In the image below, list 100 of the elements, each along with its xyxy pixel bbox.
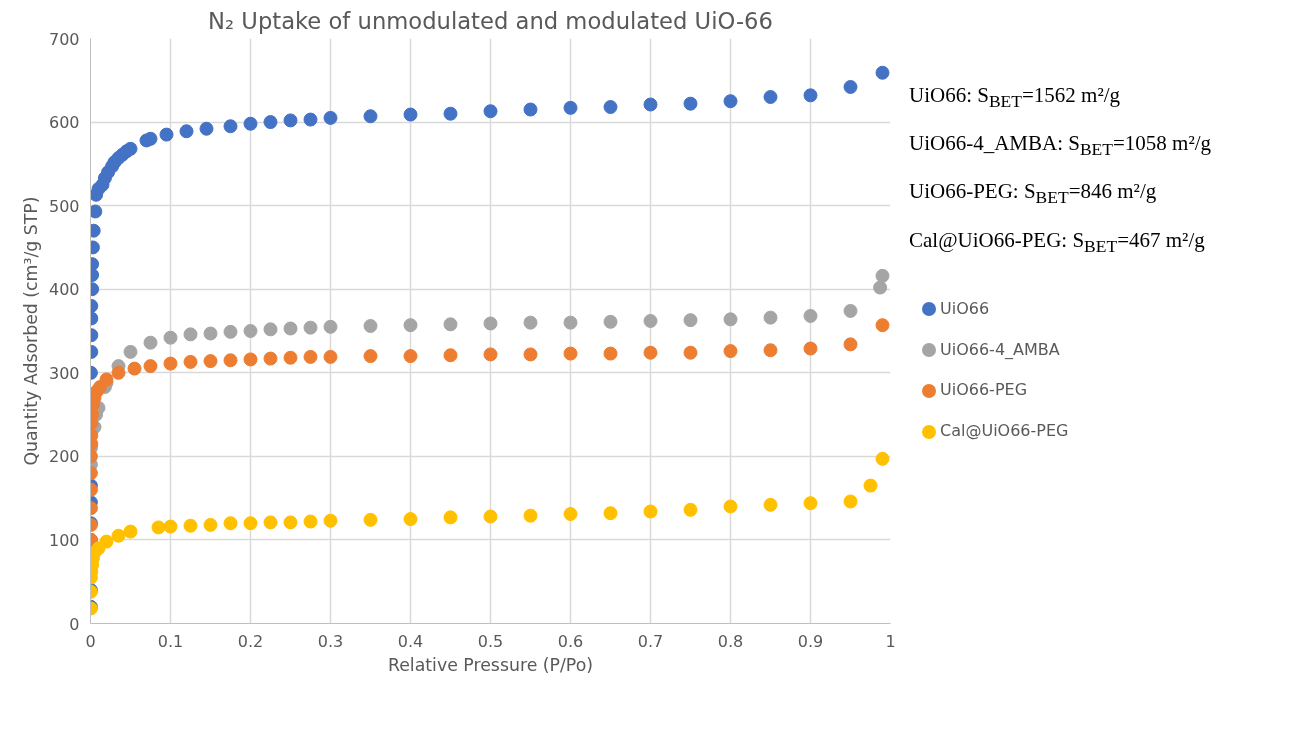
point — [523, 315, 538, 330]
x-tick-label: 0.4 — [397, 631, 424, 651]
point — [303, 349, 318, 364]
point — [843, 303, 858, 318]
text: UiO66-4_AMBA: S$_{BET}$=1058 m²/g — [909, 130, 1212, 162]
x-axis-title: Relative Pressure (P/Po) — [387, 654, 594, 675]
point — [863, 478, 878, 493]
point — [111, 528, 126, 543]
point — [363, 512, 378, 527]
point — [443, 510, 458, 525]
legend-label: UiO66-4_AMBA — [939, 338, 1061, 361]
point — [143, 335, 158, 350]
y-tick-label: 400 — [48, 280, 80, 300]
point — [243, 516, 258, 531]
point — [223, 516, 238, 531]
point — [483, 316, 498, 331]
point — [603, 346, 618, 361]
point — [403, 512, 418, 527]
point — [159, 127, 174, 142]
x-tick-label: 0 — [85, 631, 96, 651]
point — [873, 280, 888, 295]
point — [603, 314, 618, 329]
point — [263, 115, 278, 130]
point — [111, 365, 126, 380]
y-tick-label: 700 — [48, 29, 80, 49]
point — [283, 113, 298, 128]
point — [323, 110, 338, 125]
x-tick-label: 0.2 — [237, 631, 264, 651]
point — [263, 515, 278, 530]
point — [323, 349, 338, 364]
x-tick-label: 0.1 — [157, 631, 184, 651]
x-tick-label: 0.5 — [477, 631, 504, 651]
y-tick-label: 200 — [48, 447, 80, 467]
point — [183, 327, 198, 342]
point — [223, 119, 238, 134]
chart-title: N₂ Uptake of unmodulated and modulated UiO-66 — [208, 7, 773, 34]
point — [403, 349, 418, 364]
point — [843, 494, 858, 509]
point — [163, 330, 178, 345]
point — [203, 517, 218, 532]
y-tick-label: 500 — [48, 196, 80, 216]
point — [283, 515, 298, 530]
point — [563, 346, 578, 361]
point — [183, 518, 198, 533]
point — [603, 506, 618, 521]
point — [203, 326, 218, 341]
point — [683, 313, 698, 328]
point — [123, 141, 138, 156]
point — [643, 97, 658, 112]
x-tick-label: 0.8 — [717, 631, 744, 651]
point — [483, 509, 498, 524]
point — [683, 502, 698, 517]
x-tick-label: 0.9 — [797, 631, 824, 651]
point — [443, 348, 458, 363]
point — [723, 499, 738, 514]
point — [223, 324, 238, 339]
legend-label: Cal@UiO66-PEG — [939, 420, 1069, 443]
point — [243, 324, 258, 338]
point — [643, 313, 658, 328]
point — [179, 124, 194, 139]
point — [151, 520, 166, 535]
point — [143, 359, 158, 374]
point — [843, 79, 858, 94]
point — [243, 352, 258, 367]
y-tick-label: 100 — [48, 530, 80, 550]
point — [643, 345, 658, 360]
point — [683, 345, 698, 360]
point — [163, 356, 178, 371]
x-tick-label: 0.7 — [637, 631, 664, 651]
point — [763, 497, 778, 512]
point — [403, 318, 418, 333]
point — [403, 107, 418, 122]
point — [263, 322, 278, 337]
point — [199, 121, 214, 136]
point — [875, 268, 890, 283]
point — [875, 65, 890, 80]
point — [303, 112, 318, 127]
point — [483, 104, 498, 119]
point — [523, 347, 538, 362]
point — [723, 94, 738, 109]
point — [803, 88, 818, 103]
point — [683, 96, 698, 111]
point — [763, 90, 778, 104]
point — [523, 508, 538, 523]
point — [875, 318, 890, 333]
point — [563, 100, 578, 115]
point — [123, 524, 138, 539]
point — [723, 344, 738, 359]
y-tick-label: 600 — [48, 113, 80, 133]
point — [443, 317, 458, 332]
text: UiO66-PEG: S$_{BET}$=846 m²/g — [909, 178, 1158, 210]
point — [803, 308, 818, 323]
point — [443, 106, 458, 121]
point — [875, 451, 890, 466]
point — [243, 116, 258, 131]
x-tick-label: 0.3 — [317, 631, 344, 651]
point — [803, 341, 818, 356]
point — [763, 343, 778, 358]
point — [283, 321, 298, 336]
text: Cal@UiO66-PEG: S$_{BET}$=467 m²/g — [909, 226, 1206, 258]
